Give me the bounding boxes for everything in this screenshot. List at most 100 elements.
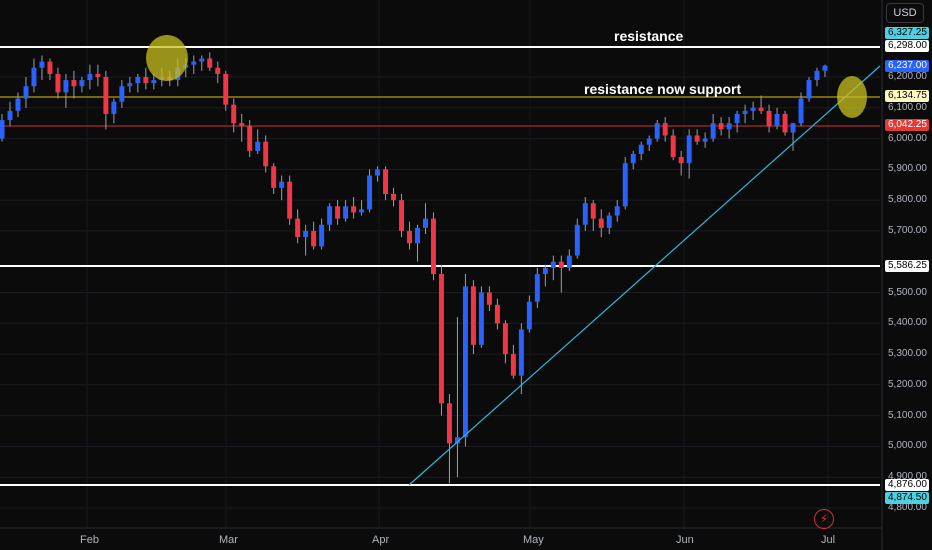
candle-body <box>255 141 261 151</box>
candle-body <box>806 80 812 99</box>
candle-body <box>55 73 61 93</box>
price-tick: 4,800.00 <box>888 502 927 513</box>
price-label-low: 4,874.50 <box>885 492 929 504</box>
candle-body <box>662 123 668 136</box>
price-tick: 5,700.00 <box>888 224 927 236</box>
candle-body <box>407 230 412 244</box>
candle-body <box>646 138 652 145</box>
time-tick: Apr <box>372 534 390 546</box>
candle-body <box>351 206 357 213</box>
candle-body <box>39 61 45 68</box>
candle-body <box>430 218 436 275</box>
candle-body <box>574 224 580 256</box>
candle-body <box>798 98 804 124</box>
time-tick: Jul <box>821 534 836 546</box>
candle-body <box>311 230 317 247</box>
price-label-top: 6,327.25 <box>885 27 929 39</box>
candle-body <box>119 86 125 102</box>
candle-body <box>247 126 253 151</box>
candle-body <box>614 206 620 216</box>
candle-body <box>95 73 101 77</box>
candle-body <box>622 163 628 207</box>
candle-body <box>526 301 532 330</box>
candle-body <box>726 123 732 130</box>
candle-body <box>0 120 5 139</box>
price-tick: 4,900.00 <box>888 471 927 483</box>
candle-body <box>327 206 333 225</box>
candle-body <box>606 215 612 228</box>
trendline <box>408 65 881 486</box>
candle-body <box>766 110 772 127</box>
currency-button[interactable]: USD <box>886 3 924 23</box>
candle-body <box>143 77 149 84</box>
price-tick: 5,900.00 <box>888 163 927 175</box>
candle-body <box>742 110 748 114</box>
candle-body <box>279 181 285 188</box>
candle-body <box>343 206 349 219</box>
price-label-red-level: 6,042.25 <box>885 119 929 131</box>
time-tick: Jun <box>676 534 694 546</box>
candle-body <box>822 65 828 71</box>
candle-body <box>758 107 764 111</box>
highlight-circle <box>146 35 188 81</box>
candle-body <box>486 292 492 305</box>
candle-body <box>718 123 724 130</box>
candle-body <box>239 123 245 127</box>
candle-body <box>734 113 740 124</box>
candle-body <box>231 104 237 124</box>
candle-body <box>151 80 157 84</box>
time-tick: May <box>523 534 544 546</box>
price-tick: 5,200.00 <box>888 378 927 390</box>
price-tick: 6,100.00 <box>888 101 927 113</box>
candle-body <box>470 286 476 345</box>
candle-body <box>215 67 221 74</box>
price-label-resistance: 6,298.00 <box>885 40 929 52</box>
candle-body <box>63 80 69 93</box>
price-tick: 5,100.00 <box>888 409 927 421</box>
price-tick: 5,500.00 <box>888 286 927 298</box>
candle-body <box>782 113 788 133</box>
candle-body <box>598 218 604 228</box>
candle-body <box>287 181 293 219</box>
candle-body <box>207 58 213 68</box>
candle-body <box>790 123 796 133</box>
candle-body <box>335 206 341 219</box>
candle-body <box>423 218 428 228</box>
price-label-mid-level: 5,586.25 <box>885 260 929 272</box>
candle-body <box>502 323 508 355</box>
candle-body <box>135 77 141 84</box>
annotation-resistance-now-support: resistance now support <box>584 81 742 97</box>
candle-body <box>359 209 365 213</box>
candle-body <box>23 86 29 99</box>
candle-body <box>638 144 644 154</box>
candle-body <box>478 292 484 345</box>
candle-body <box>127 83 133 87</box>
candle-body <box>383 169 389 194</box>
candle-body <box>694 135 700 142</box>
candle-body <box>710 123 716 139</box>
price-tick: 5,400.00 <box>888 317 927 329</box>
candle-body <box>47 61 53 74</box>
candle-body <box>71 80 77 87</box>
candle-body <box>566 255 572 268</box>
candle-body <box>814 70 820 81</box>
candle-body <box>510 354 516 376</box>
flash-logo-icon[interactable]: ⚡ <box>814 509 834 529</box>
price-label-low-level: 4,876.00 <box>885 479 929 491</box>
price-tick: 6,200.00 <box>888 71 927 82</box>
candle-body <box>415 227 420 244</box>
candle-body <box>295 218 301 238</box>
candle-body <box>111 101 117 114</box>
candle-body <box>590 203 596 219</box>
candle-body <box>678 157 684 164</box>
candle-body <box>750 107 756 111</box>
price-tick: 5,800.00 <box>888 194 927 206</box>
candle-body <box>686 135 692 164</box>
price-label-support: 6,134.75 <box>885 90 929 102</box>
price-tick: 5,300.00 <box>888 348 927 360</box>
candle-body <box>223 73 229 105</box>
candle-body <box>199 58 205 62</box>
candle-body <box>518 329 524 376</box>
candle-body <box>454 437 460 444</box>
